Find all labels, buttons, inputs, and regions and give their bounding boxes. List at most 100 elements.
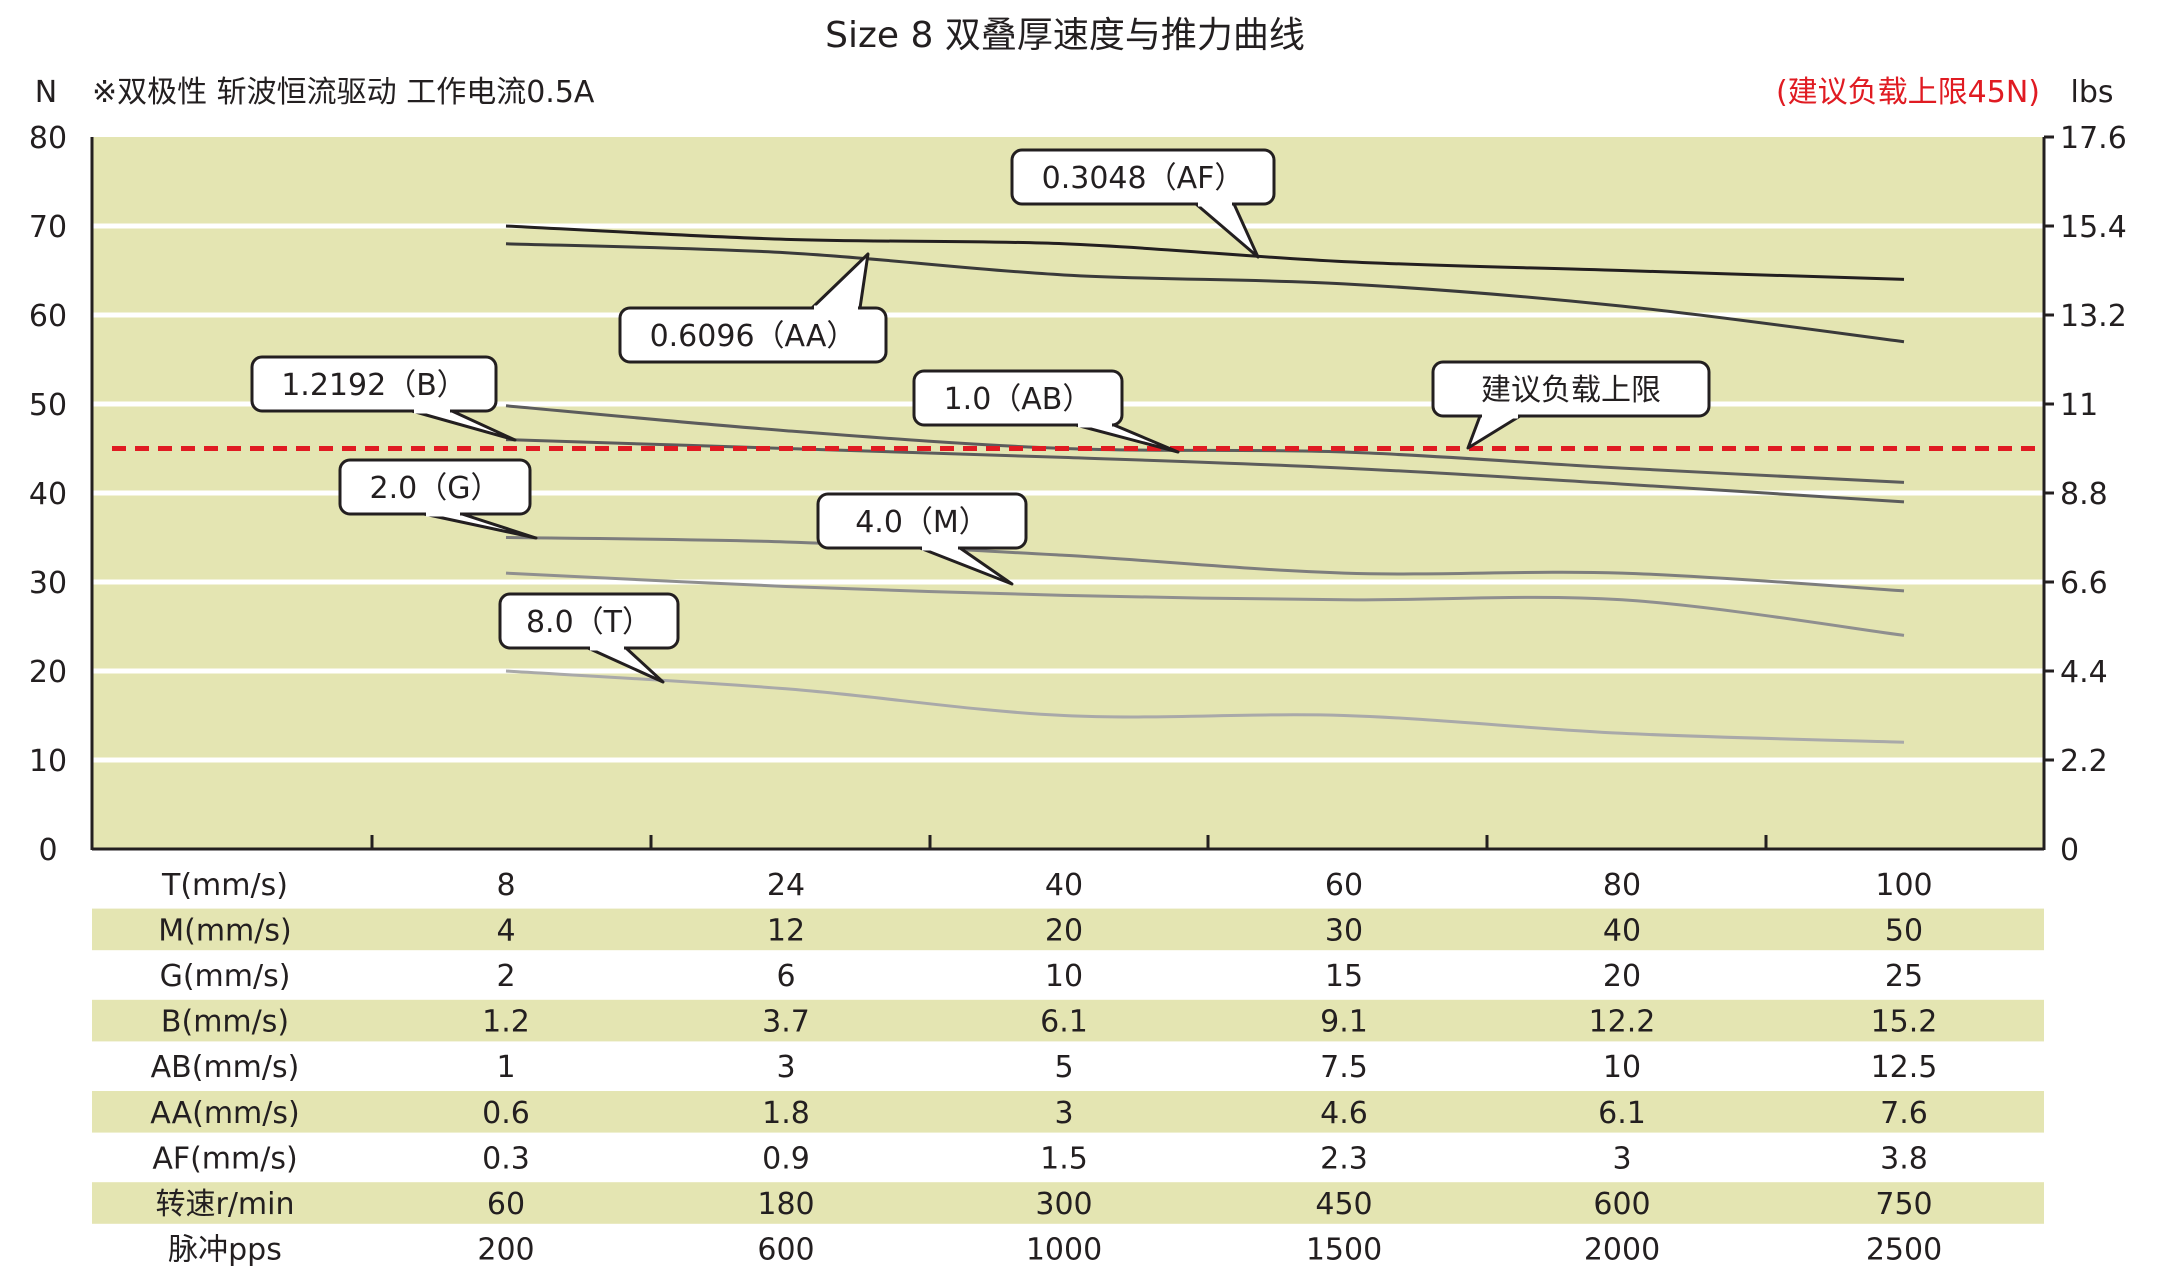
right-tick-label: 17.6 — [2060, 121, 2127, 156]
table-cell: 2.3 — [1320, 1141, 1368, 1176]
table-cell: 15.2 — [1871, 1005, 1938, 1040]
table-cell: 2000 — [1584, 1233, 1660, 1268]
table-cell: 1.8 — [762, 1096, 810, 1131]
table-cell: 4 — [496, 913, 515, 948]
callout-box — [1431, 360, 1711, 418]
table-cell: 40 — [1045, 868, 1083, 903]
table-cell: 2 — [496, 959, 515, 994]
right-tick-label: 15.4 — [2060, 210, 2127, 245]
table-cell: 12.5 — [1871, 1050, 1938, 1085]
table-row-label: AA(mm/s) — [150, 1096, 299, 1131]
table-cell: 4.6 — [1320, 1096, 1368, 1131]
right-tick-label: 6.6 — [2060, 566, 2108, 601]
callout-label: 8.0（T） — [526, 605, 652, 640]
table-cell: 1 — [496, 1050, 515, 1085]
table-row-label: AB(mm/s) — [151, 1050, 300, 1085]
callout-box — [912, 369, 1124, 427]
table-cell: 750 — [1875, 1187, 1932, 1222]
table-cell: 3.7 — [762, 1005, 810, 1040]
table-cell: 7.6 — [1880, 1096, 1928, 1131]
table-cell: 1500 — [1306, 1233, 1382, 1268]
tick-labels: 80 70 60 50 40 30 20 10 0 17.6 15.4 13.2 11 8.8 6.6 4.4… — [29, 121, 2127, 868]
table-row-label: M(mm/s) — [158, 913, 291, 948]
left-tick-label: 10 — [29, 744, 67, 779]
callout: 0.3048（AF） — [1010, 148, 1276, 259]
table-cell: 40 — [1603, 913, 1641, 948]
table-cell: 10 — [1045, 959, 1083, 994]
table-cell: 100 — [1875, 868, 1932, 903]
table-cell: 200 — [477, 1233, 534, 1268]
series-line-g — [505, 536, 1905, 593]
recommended-load-note: (建议负载上限45N) — [1776, 75, 2040, 110]
left-tick-label: 70 — [29, 210, 67, 245]
table-cell: 60 — [1325, 868, 1363, 903]
table-cell: 50 — [1885, 913, 1923, 948]
table-row-label: B(mm/s) — [161, 1005, 289, 1040]
table-cell: 80 — [1603, 868, 1641, 903]
table-row-shade — [92, 1182, 2044, 1224]
right-tick-label: 0 — [2060, 833, 2079, 868]
right-tick-label: 8.8 — [2060, 477, 2108, 512]
callout-label: 1.0（AB） — [944, 382, 1093, 417]
right-tick-label: 4.4 — [2060, 655, 2108, 690]
callout-box — [250, 355, 498, 413]
table-cell: 3 — [1054, 1096, 1073, 1131]
callout-label: 1.2192（B） — [281, 368, 467, 403]
callout: 2.0（G） — [338, 458, 538, 540]
left-tick-label: 30 — [29, 566, 67, 601]
table-cell: 7.5 — [1320, 1050, 1368, 1085]
table-cell: 30 — [1325, 913, 1363, 948]
callout: 8.0（T） — [498, 592, 680, 684]
table-row-label: 转速r/min — [155, 1187, 294, 1222]
callout: 建议负载上限 — [1431, 360, 1711, 450]
table-cell: 1.2 — [482, 1005, 530, 1040]
table-cell: 9.1 — [1320, 1005, 1368, 1040]
table-cell: 5 — [1054, 1050, 1073, 1085]
callout: 0.6096（AA） — [618, 252, 888, 364]
table-cell: 300 — [1035, 1187, 1092, 1222]
table-cell: 600 — [757, 1233, 814, 1268]
callout-box — [618, 306, 888, 364]
table-cell: 60 — [487, 1187, 525, 1222]
right-tick-label: 13.2 — [2060, 299, 2127, 334]
table-cell: 24 — [767, 868, 805, 903]
callout: 1.0（AB） — [912, 369, 1180, 454]
callout: 4.0（M） — [816, 492, 1028, 586]
table-cell: 8 — [496, 868, 515, 903]
left-axis-unit: N — [35, 75, 57, 110]
callout-label: 2.0（G） — [370, 471, 501, 506]
table-cell: 20 — [1045, 913, 1083, 948]
series-line-m — [505, 571, 1905, 637]
callout: 1.2192（B） — [250, 355, 517, 442]
table-row-shading — [92, 908, 2044, 1224]
table-row-shade — [92, 1091, 2044, 1133]
table-cell: 450 — [1315, 1187, 1372, 1222]
callout-label: 建议负载上限 — [1481, 373, 1661, 408]
series-callouts: 0.3048（AF） 0.6096（AA） 1.2192（B） 1.0（AB） 建议负载… — [250, 148, 1711, 684]
table-cell: 10 — [1603, 1050, 1641, 1085]
table-cell: 3 — [776, 1050, 795, 1085]
series-line-aa — [505, 242, 1905, 344]
left-tick-label: 0 — [38, 833, 57, 868]
callout-label: 0.3048（AF） — [1042, 161, 1245, 196]
table-cell: 3.8 — [1880, 1141, 1928, 1176]
table-cell: 0.9 — [762, 1141, 810, 1176]
axes — [90, 135, 2054, 851]
left-tick-label: 20 — [29, 655, 67, 690]
table-cell: 1000 — [1026, 1233, 1102, 1268]
right-axis-unit: lbs — [2070, 75, 2113, 110]
table-cell: 20 — [1603, 959, 1641, 994]
right-tick-label: 11 — [2060, 388, 2098, 423]
chart-title: Size 8 双叠厚速度与推力曲线 — [825, 15, 1305, 56]
callout-label: 0.6096（AA） — [650, 319, 857, 354]
table-cell: 15 — [1325, 959, 1363, 994]
table-cell: 600 — [1593, 1187, 1650, 1222]
callout-label: 4.0（M） — [855, 505, 989, 540]
table-cell: 1.5 — [1040, 1141, 1088, 1176]
table-row-label: 脉冲pps — [168, 1233, 282, 1268]
table-cell: 0.3 — [482, 1141, 530, 1176]
left-tick-label: 60 — [29, 299, 67, 334]
table-cell: 0.6 — [482, 1096, 530, 1131]
